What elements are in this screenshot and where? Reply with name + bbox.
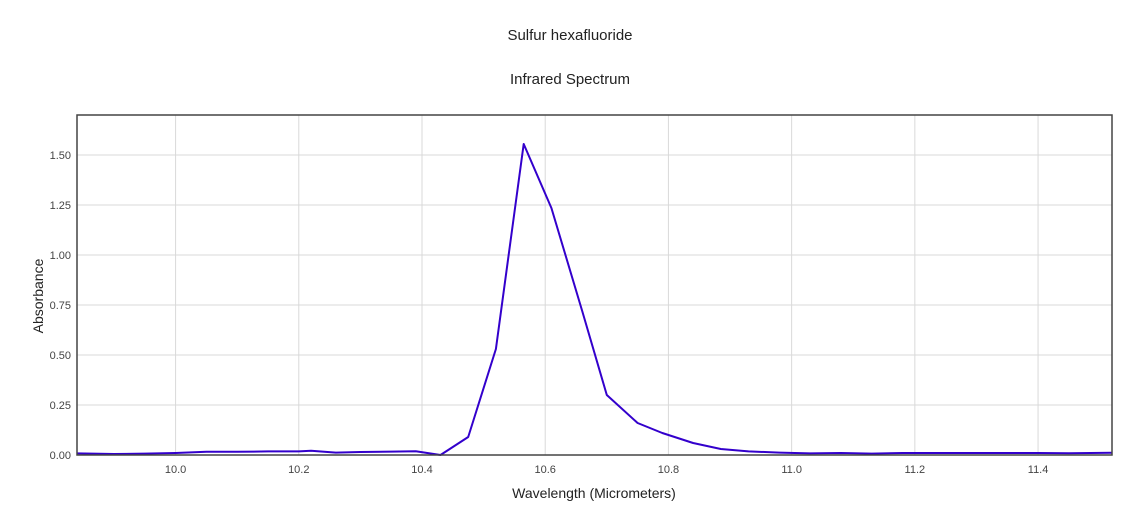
y-tick-label: 0.25 bbox=[50, 400, 71, 412]
grid-lines bbox=[77, 115, 1112, 456]
y-tick-label: 1.50 bbox=[50, 150, 71, 162]
y-tick-label: 0.50 bbox=[50, 350, 71, 362]
y-tick-label: 0.00 bbox=[50, 450, 71, 462]
x-tick-label: 11.4 bbox=[1028, 464, 1049, 476]
x-tick-label: 10.4 bbox=[411, 464, 432, 476]
y-axis-label: Absorbance bbox=[30, 258, 46, 333]
chart-subtitle: Infrared Spectrum bbox=[510, 71, 630, 88]
x-tick-label: 10.2 bbox=[288, 464, 309, 476]
y-tick-label: 1.25 bbox=[50, 200, 71, 212]
x-tick-label: 10.6 bbox=[535, 464, 556, 476]
x-tick-label: 10.8 bbox=[658, 464, 679, 476]
x-axis-label: Wavelength (Micrometers) bbox=[512, 485, 676, 501]
x-tick-label: 11.0 bbox=[781, 464, 802, 476]
x-tick-label: 11.2 bbox=[905, 464, 926, 476]
chart-title: Sulfur hexafluoride bbox=[507, 27, 632, 44]
y-tick-label: 1.00 bbox=[50, 250, 71, 262]
x-tick-label: 10.0 bbox=[165, 464, 186, 476]
plot-area bbox=[76, 143, 1113, 456]
plot-frame bbox=[76, 114, 1113, 456]
absorbance-series-line bbox=[76, 143, 1113, 456]
y-tick-label: 0.75 bbox=[50, 300, 71, 312]
axis-ticks: 10.0 10.2 10.4 10.6 10.8 11.0 11.2 11.4 0.00 0.25… bbox=[50, 150, 1049, 476]
